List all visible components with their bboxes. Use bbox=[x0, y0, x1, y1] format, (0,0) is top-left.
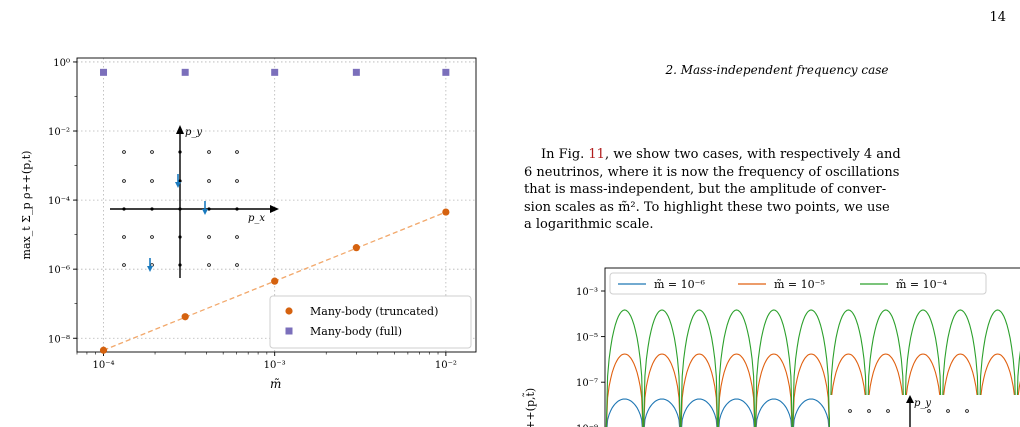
point-full bbox=[100, 68, 108, 76]
inset-lattice-point bbox=[122, 179, 126, 183]
inset-py-label: p_y bbox=[185, 127, 202, 138]
paragraph-line-1: In Fig. 11, we show two cases, with resp… bbox=[541, 147, 901, 162]
right-inset-lattice-point bbox=[848, 409, 852, 413]
section-title: 2. Mass-independent frequency case bbox=[665, 63, 889, 77]
point-truncated bbox=[181, 313, 189, 321]
inset-lattice-point bbox=[207, 263, 211, 267]
right-inset-lattice-point bbox=[886, 409, 890, 413]
right-inset-lattice-point bbox=[927, 409, 931, 413]
paragraph-line-5: a logarithmic scale. bbox=[524, 217, 654, 233]
inset-lattice-point bbox=[150, 150, 154, 154]
right-series-curve bbox=[605, 309, 1020, 427]
point-truncated bbox=[352, 244, 360, 252]
left-points bbox=[99, 68, 450, 354]
figure-reference-link[interactable]: 11 bbox=[588, 147, 605, 162]
legend-marker-truncated bbox=[285, 307, 293, 315]
left-ytick-label: 10⁻⁴ bbox=[48, 196, 70, 207]
legend-marker-full bbox=[285, 327, 293, 335]
legend-label-1e4: m̃ = 10⁻⁴ bbox=[896, 278, 947, 291]
point-full bbox=[442, 68, 450, 76]
inset-px-label: p_x bbox=[248, 213, 265, 224]
right-legend: m̃ = 10⁻⁶ m̃ = 10⁻⁵ m̃ = 10⁻⁴ bbox=[609, 272, 987, 295]
legend-label-truncated: Many-body (truncated) bbox=[310, 305, 438, 318]
inset-lattice-point bbox=[122, 263, 126, 267]
inset-lattice-point bbox=[150, 179, 154, 183]
right-inset-backdrop bbox=[830, 395, 1020, 427]
right-ytick-label: 10⁻⁵ bbox=[576, 333, 598, 344]
left-plot-frame bbox=[76, 57, 477, 353]
right-inset-lattice-point bbox=[965, 409, 969, 413]
inset-arrow-3 bbox=[147, 258, 153, 272]
inset-py-arrowhead bbox=[176, 125, 184, 134]
left-ytick-label: 10⁻⁸ bbox=[48, 334, 70, 345]
legend-box bbox=[269, 295, 472, 349]
inset-arrows bbox=[147, 174, 208, 272]
left-xtick-label: 10⁻³ bbox=[264, 360, 286, 371]
point-truncated bbox=[271, 277, 279, 285]
left-ytick-label: 10⁰ bbox=[53, 58, 70, 69]
right-plot-frame bbox=[604, 267, 1020, 427]
page-number: 14 bbox=[989, 10, 1006, 25]
right-axis-ticks: 10⁻³ 10⁻⁵ 10⁻⁷ 10⁻⁹ bbox=[576, 287, 605, 427]
inset-lattice-point bbox=[235, 150, 239, 154]
point-truncated bbox=[442, 208, 450, 216]
left-inset-diagram: p_x p_y bbox=[110, 125, 279, 278]
right-ytick-label: 10⁻⁹ bbox=[576, 424, 598, 427]
paragraph-line-3: that is mass-independent, but the amplit… bbox=[524, 182, 887, 198]
right-ylabel: ρ++(p,t̃) bbox=[523, 388, 537, 427]
paragraph-line-2: 6 neutrinos, where it is now the frequen… bbox=[524, 164, 900, 180]
left-legend: Many-body (truncated) Many-body (full) bbox=[269, 295, 472, 349]
left-xlabel: m̃ bbox=[270, 377, 281, 391]
right-inset: p_y bbox=[830, 395, 1020, 427]
right-inset-arrowhead bbox=[906, 395, 914, 403]
inset-lattice-point bbox=[150, 235, 154, 239]
inset-lattice-point bbox=[207, 179, 211, 183]
point-full bbox=[181, 68, 189, 76]
right-ytick-label: 10⁻⁷ bbox=[576, 378, 598, 389]
legend-label-1e5: m̃ = 10⁻⁵ bbox=[774, 278, 825, 291]
legend-label-full: Many-body (full) bbox=[310, 325, 402, 338]
point-full bbox=[271, 68, 279, 76]
point-truncated bbox=[99, 346, 108, 354]
inset-lattice-point bbox=[235, 235, 239, 239]
inset-arrow-2 bbox=[202, 201, 208, 215]
right-chart: 10⁻³ 10⁻⁵ 10⁻⁷ 10⁻⁹ p_y m̃ = 10⁻⁶ m̃ = 10⁻⁵… bbox=[523, 267, 1020, 427]
inset-lattice-point bbox=[207, 235, 211, 239]
right-inset-lattice-point bbox=[867, 409, 871, 413]
point-full bbox=[352, 68, 360, 76]
inset-lattice-point bbox=[235, 263, 239, 267]
right-series-curve bbox=[605, 353, 1020, 427]
inset-lattice-point bbox=[235, 179, 239, 183]
inset-lattice-point bbox=[122, 235, 126, 239]
right-ytick-label: 10⁻³ bbox=[576, 287, 598, 298]
inset-arrow-1 bbox=[175, 174, 181, 188]
right-legend-box bbox=[609, 272, 987, 295]
inset-px-arrowhead bbox=[270, 205, 279, 213]
inset-lattice-point bbox=[207, 150, 211, 154]
legend-label-1e6: m̃ = 10⁻⁶ bbox=[654, 278, 705, 291]
inset-lattice-point bbox=[150, 263, 154, 267]
left-ytick-label: 10⁻⁶ bbox=[48, 265, 70, 276]
left-xtick-label: 10⁻⁴ bbox=[93, 360, 115, 371]
right-inset-py-label: p_y bbox=[914, 398, 931, 409]
left-ytick-label: 10⁻² bbox=[48, 127, 70, 138]
left-ylabel: max_t Σ_p ρ++(p,t) bbox=[20, 151, 33, 260]
inset-lattice-point bbox=[122, 150, 126, 154]
left-xtick-label: 10⁻² bbox=[435, 360, 457, 371]
paragraph-line-4: sion scales as m̃². To highlight these t… bbox=[524, 199, 890, 215]
left-axis-ticks: 10⁻⁴ 10⁻³ 10⁻² 10⁰ 10⁻² 10⁻⁴ 10⁻⁶ 10⁻⁸ bbox=[48, 58, 457, 371]
right-inset-lattice-point bbox=[946, 409, 950, 413]
